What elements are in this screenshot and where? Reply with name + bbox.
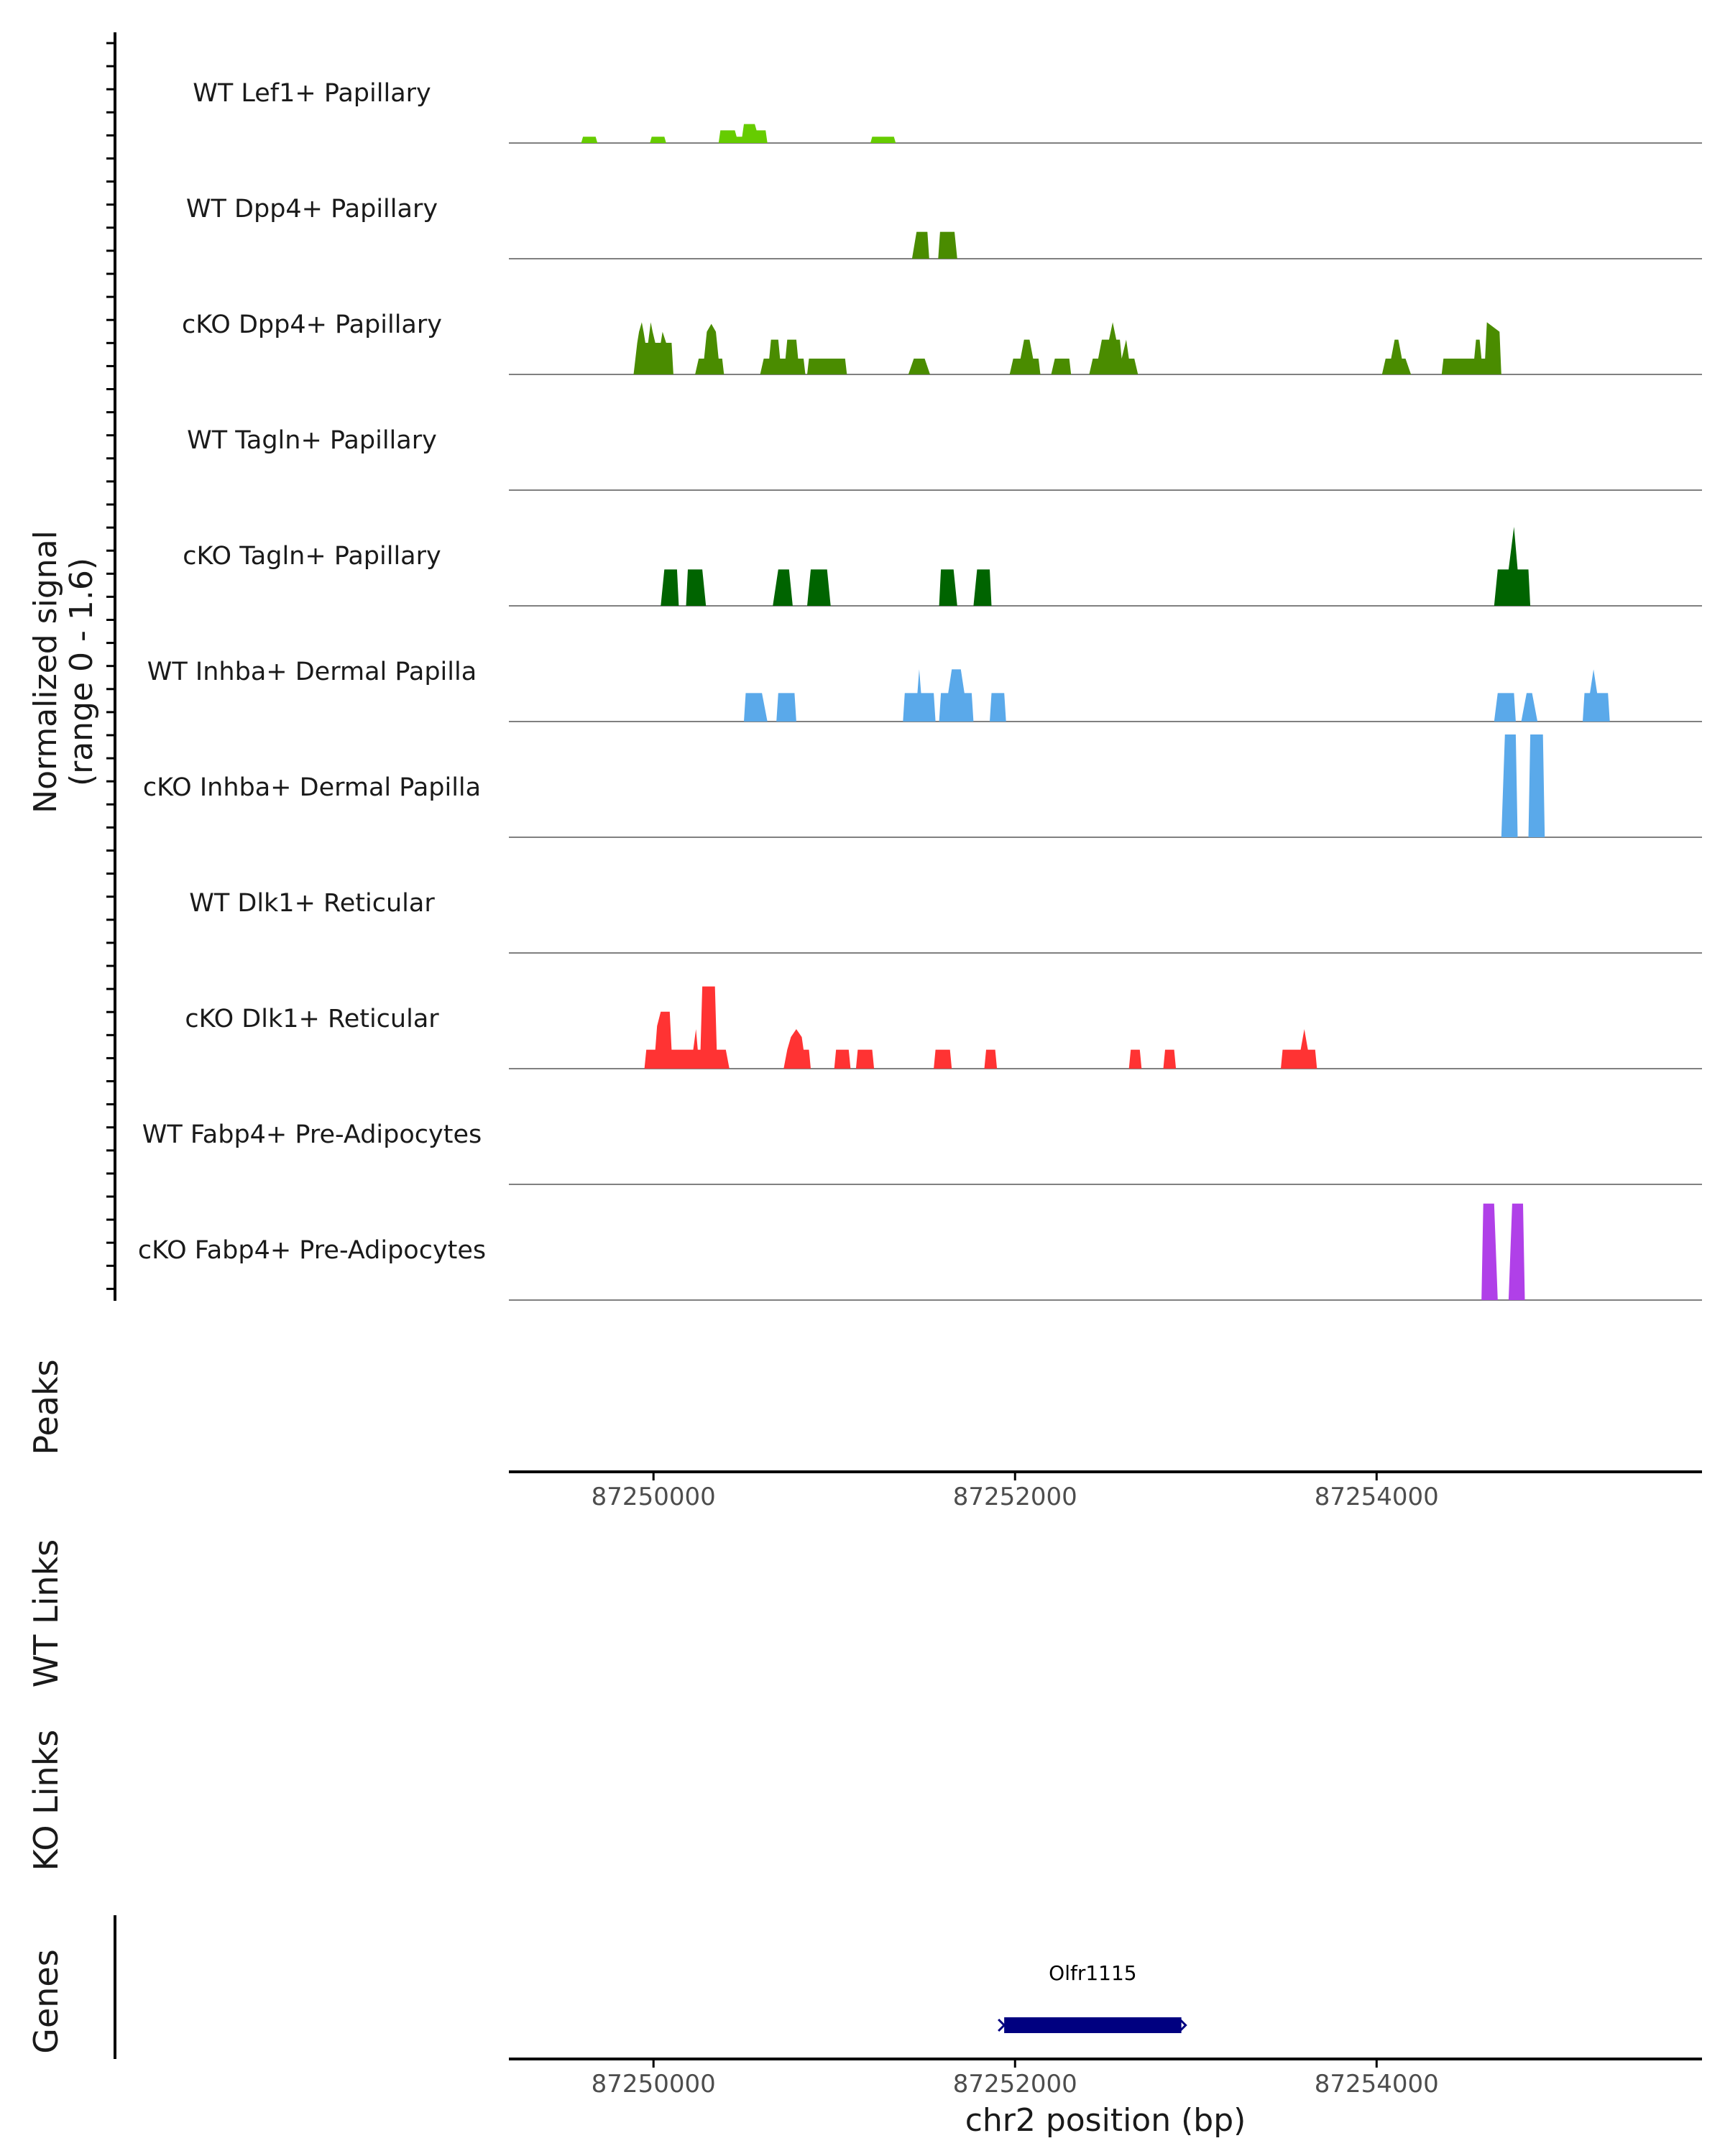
genes-x-axis: 87250000 87252000 87254000 xyxy=(509,2058,1702,2099)
track-10: WT Fabp4+ Pre-Adipocytes xyxy=(142,1120,1702,1185)
coverage-area xyxy=(1481,1203,1525,1300)
track-label: cKO Inhba+ Dermal Papilla xyxy=(143,773,481,802)
track-8: WT Dlk1+ Reticular xyxy=(189,889,1702,954)
track-label: WT Fabp4+ Pre-Adipocytes xyxy=(142,1120,482,1149)
coverage-area xyxy=(911,231,957,259)
x-tick-label: 87250000 xyxy=(592,1483,716,1511)
signal-y-axis xyxy=(106,32,116,1301)
signal-y-axis-title-line1: Normalized signal xyxy=(27,530,64,814)
track-9: cKO Dlk1+ Reticular xyxy=(185,986,1702,1069)
signal-y-axis-ticks xyxy=(106,42,115,1290)
x-tick-label: 87254000 xyxy=(1315,2070,1439,2099)
track-label: WT Dpp4+ Papillary xyxy=(186,195,438,224)
signal-y-axis-title-line2: (range 0 - 1.6) xyxy=(63,558,100,786)
x-axis-title: chr2 position (bp) xyxy=(965,2102,1246,2139)
track-5: cKO Tagln+ Papillary xyxy=(183,527,1702,607)
track-3: cKO Dpp4+ Papillary xyxy=(182,310,1702,375)
peaks-panel-label: Peaks xyxy=(27,1359,65,1455)
track-7: cKO Inhba+ Dermal Papilla xyxy=(143,734,1702,838)
gene-body xyxy=(1004,2017,1182,2033)
coverage-area xyxy=(1501,734,1545,837)
x-tick-label: 87252000 xyxy=(953,1483,1077,1511)
x-tick-label: 87250000 xyxy=(592,2070,716,2099)
track-4: WT Tagln+ Papillary xyxy=(187,426,1702,491)
track-2: WT Dpp4+ Papillary xyxy=(186,195,1702,259)
track-label: WT Tagln+ Papillary xyxy=(187,426,437,455)
track-6: WT Inhba+ Dermal Papilla xyxy=(147,658,1702,722)
track-label: cKO Tagln+ Papillary xyxy=(183,542,441,571)
track-label: cKO Dlk1+ Reticular xyxy=(185,1005,439,1033)
peaks-x-axis: 87250000 87252000 87254000 xyxy=(509,1470,1702,1511)
coverage-tracks: WT Lef1+ Papillary WT Dpp4+ Papillary cKO … xyxy=(138,79,1702,1301)
track-11: cKO Fabp4+ Pre-Adipocytes xyxy=(138,1203,1702,1301)
track-label: WT Inhba+ Dermal Papilla xyxy=(147,658,477,686)
coverage-area xyxy=(581,124,896,143)
genes-panel-label: Genes xyxy=(27,1949,65,2053)
strand-arrow xyxy=(1179,2018,1187,2032)
track-label: cKO Fabp4+ Pre-Adipocytes xyxy=(138,1236,486,1265)
gene-label-olfr1115: Olfr1115 xyxy=(1049,1961,1136,1985)
coverage-area xyxy=(644,986,1317,1069)
track-label: WT Dlk1+ Reticular xyxy=(189,889,435,918)
track-1: WT Lef1+ Papillary xyxy=(193,79,1702,144)
ko-links-panel-label: KO Links xyxy=(27,1730,65,1871)
coverage-area xyxy=(633,322,1501,374)
track-label: cKO Dpp4+ Papillary xyxy=(182,310,442,339)
strand-arrow xyxy=(998,2018,1006,2032)
wt-links-panel-label: WT Links xyxy=(27,1539,65,1687)
coverage-area xyxy=(744,669,1610,722)
x-tick-label: 87252000 xyxy=(953,2070,1077,2099)
track-label: WT Lef1+ Papillary xyxy=(193,79,431,108)
gene-track xyxy=(998,2017,1187,2033)
x-tick-label: 87254000 xyxy=(1315,1483,1439,1511)
